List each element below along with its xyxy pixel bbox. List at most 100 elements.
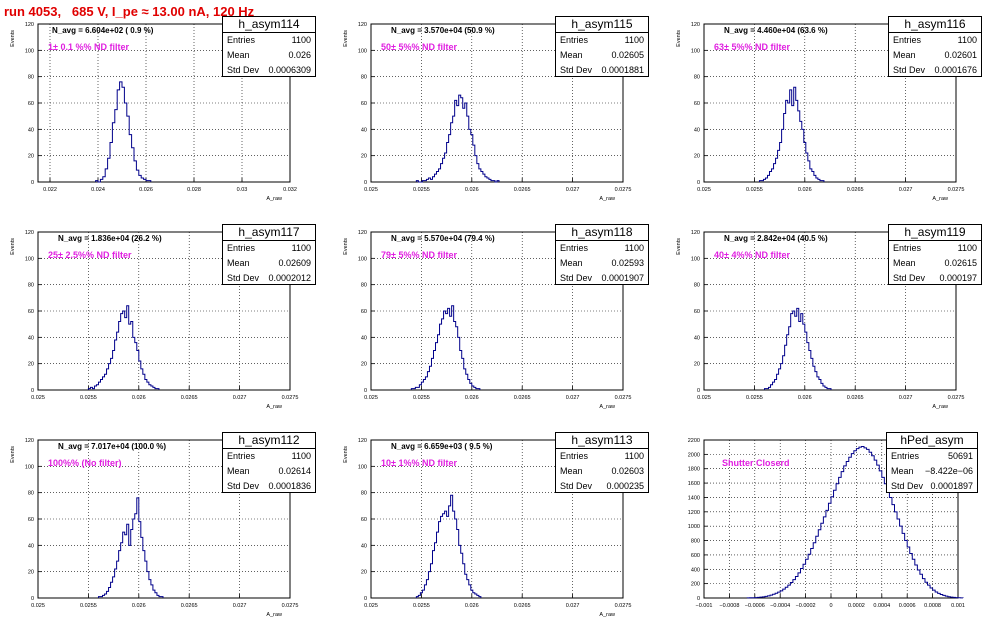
y-tick-label: 60 xyxy=(28,517,34,523)
stat-row: Std Dev 0.0001676 xyxy=(889,63,981,78)
histogram-line-h_asym113 xyxy=(415,494,482,598)
stat-row: Std Dev 0.0001881 xyxy=(556,63,648,78)
stat-label: Mean xyxy=(893,50,916,60)
filter-annotation: 63± 5%% ND filter xyxy=(714,42,790,52)
x-tick-label: 0.0255 xyxy=(413,395,430,401)
x-tick-label: 0.0255 xyxy=(746,395,763,401)
x-tick-label: 0.0265 xyxy=(181,395,198,401)
y-tick-label: 0 xyxy=(31,596,34,602)
stat-row: Std Dev 0.000197 xyxy=(889,271,981,286)
histogram-panel-h_asym119: 0.025 0.0255 0.026 0.0265 0.027 0.0275 0 20 40 60… xyxy=(666,208,998,416)
stat-value: 1100 xyxy=(291,35,311,45)
page-title: run 4053, 685 V, I_pe ≈ 13.00 nA, 120 Hz xyxy=(4,4,255,19)
y-tick-label: 1400 xyxy=(688,495,700,501)
histogram-line-h_asym118 xyxy=(410,305,481,390)
x-tick-label: 0.025 xyxy=(364,395,378,401)
y-tick-label: 100 xyxy=(25,48,34,54)
stat-value: 1100 xyxy=(957,35,977,45)
y-tick-label: 80 xyxy=(28,283,34,289)
stat-box-title: h_asym115 xyxy=(556,17,648,33)
x-tick-label: 0.026 xyxy=(465,187,479,193)
y-tick-label: 60 xyxy=(361,101,367,107)
y-tick-label: 20 xyxy=(694,362,700,368)
y-tick-label: 60 xyxy=(28,309,34,315)
x-tick-label: 0.027 xyxy=(233,603,247,609)
stat-label: Mean xyxy=(227,466,250,476)
stat-label: Entries xyxy=(893,243,922,253)
x-tick-label: 0.0275 xyxy=(948,395,965,401)
histogram-panel-hPed_asym: −0.001 −0.0008 −0.0006 −0.0004 −0.0002 0 0.000… xyxy=(666,416,998,624)
histogram-svg: 0.025 0.0255 0.026 0.0265 0.027 0.0275 0 20 40 60… xyxy=(10,438,299,618)
y-tick-label: 800 xyxy=(691,539,700,545)
stat-box-title: h_asym117 xyxy=(223,225,315,241)
y-tick-label: 1200 xyxy=(688,510,700,516)
x-tick-label: 0.027 xyxy=(233,395,247,401)
stat-row: Std Dev 0.0006309 xyxy=(223,63,315,78)
y-tick-label: 0 xyxy=(31,388,34,394)
y-tick-label: 60 xyxy=(28,101,34,107)
y-tick-label: 100 xyxy=(358,464,367,470)
x-tick-label: 0.026 xyxy=(465,603,479,609)
n-avg-label: N_avg = 7.017e+04 (100.0 %) xyxy=(58,442,167,451)
filter-annotation: Shutter Closerd xyxy=(722,458,790,468)
stat-value: 0.02609 xyxy=(278,258,311,268)
y-tick-label: 120 xyxy=(358,438,367,444)
y-tick-label: 100 xyxy=(691,48,700,54)
stat-value: 0.0001676 xyxy=(934,65,977,75)
stat-value: 0.000235 xyxy=(606,481,644,491)
stat-value: 1100 xyxy=(624,35,644,45)
x-tick-label: 0.0006 xyxy=(899,603,916,609)
x-tick-label: 0.025 xyxy=(697,187,711,193)
stat-value: 1100 xyxy=(624,451,644,461)
stat-label: Std Dev xyxy=(560,481,593,491)
stat-value: 1100 xyxy=(291,243,311,253)
y-axis-label: Events xyxy=(343,446,349,463)
x-tick-label: 0.025 xyxy=(31,603,45,609)
x-tick-label: −0.0004 xyxy=(770,603,790,609)
x-axis-label: A_raw xyxy=(932,404,948,410)
histogram-svg: 0.025 0.0255 0.026 0.0265 0.027 0.0275 0 20 40 60… xyxy=(343,230,631,410)
histogram-line-hPed_asym xyxy=(746,445,964,599)
y-tick-label: 40 xyxy=(28,543,34,549)
histogram-panel-h_asym115: 0.025 0.0255 0.026 0.0265 0.027 0.0275 0 20 40 60… xyxy=(333,0,665,208)
x-tick-label: 0.0275 xyxy=(282,603,299,609)
y-tick-label: 20 xyxy=(361,154,367,160)
y-tick-label: 80 xyxy=(361,75,367,81)
stat-value: 0.000197 xyxy=(939,273,977,283)
stat-value: 0.0001907 xyxy=(601,273,644,283)
stat-label: Entries xyxy=(227,35,256,45)
y-tick-label: 20 xyxy=(361,362,367,368)
y-tick-label: 40 xyxy=(694,127,700,133)
stat-label: Mean xyxy=(227,258,250,268)
y-tick-label: 120 xyxy=(25,22,34,28)
stat-box: h_asym115 Entries 1100 Mean 0.02605 Std Dev 0.… xyxy=(555,16,649,77)
stat-label: Std Dev xyxy=(891,481,924,491)
y-tick-label: 0 xyxy=(31,180,34,186)
x-axis-label: A_raw xyxy=(599,612,615,618)
y-tick-label: 120 xyxy=(25,230,34,236)
filter-annotation: 40± 4%% ND filter xyxy=(714,250,790,260)
x-tick-label: 0.025 xyxy=(364,187,378,193)
stat-label: Std Dev xyxy=(227,65,260,75)
filter-annotation: 10± 1%% ND filter xyxy=(381,458,457,468)
x-axis-label: A_raw xyxy=(932,196,948,202)
histogram-panel-h_asym113: 0.025 0.0255 0.026 0.0265 0.027 0.0275 0 20 40 60… xyxy=(333,416,665,624)
y-tick-label: 0 xyxy=(697,180,700,186)
x-tick-label: 0.027 xyxy=(899,187,913,193)
y-tick-label: 120 xyxy=(25,438,34,444)
n-avg-label: N_avg = 5.570e+04 (79.4 %) xyxy=(391,234,495,243)
x-tick-label: 0.0265 xyxy=(514,603,531,609)
x-tick-label: 0.026 xyxy=(132,395,146,401)
x-tick-label: 0.0275 xyxy=(615,187,632,193)
y-tick-label: 100 xyxy=(358,48,367,54)
stat-box-title: h_asym113 xyxy=(556,433,648,449)
stat-row: Mean 0.02615 xyxy=(889,256,981,271)
stat-label: Std Dev xyxy=(227,481,260,491)
y-tick-label: 120 xyxy=(358,22,367,28)
stat-value: 1100 xyxy=(624,243,644,253)
x-tick-label: 0.0265 xyxy=(847,187,864,193)
x-tick-label: 0.0275 xyxy=(282,395,299,401)
stat-value: 0.02603 xyxy=(611,466,644,476)
y-axis-label: Events xyxy=(10,30,16,47)
stat-box: h_asym114 Entries 1100 Mean 0.026 Std Dev 0.00… xyxy=(222,16,316,77)
